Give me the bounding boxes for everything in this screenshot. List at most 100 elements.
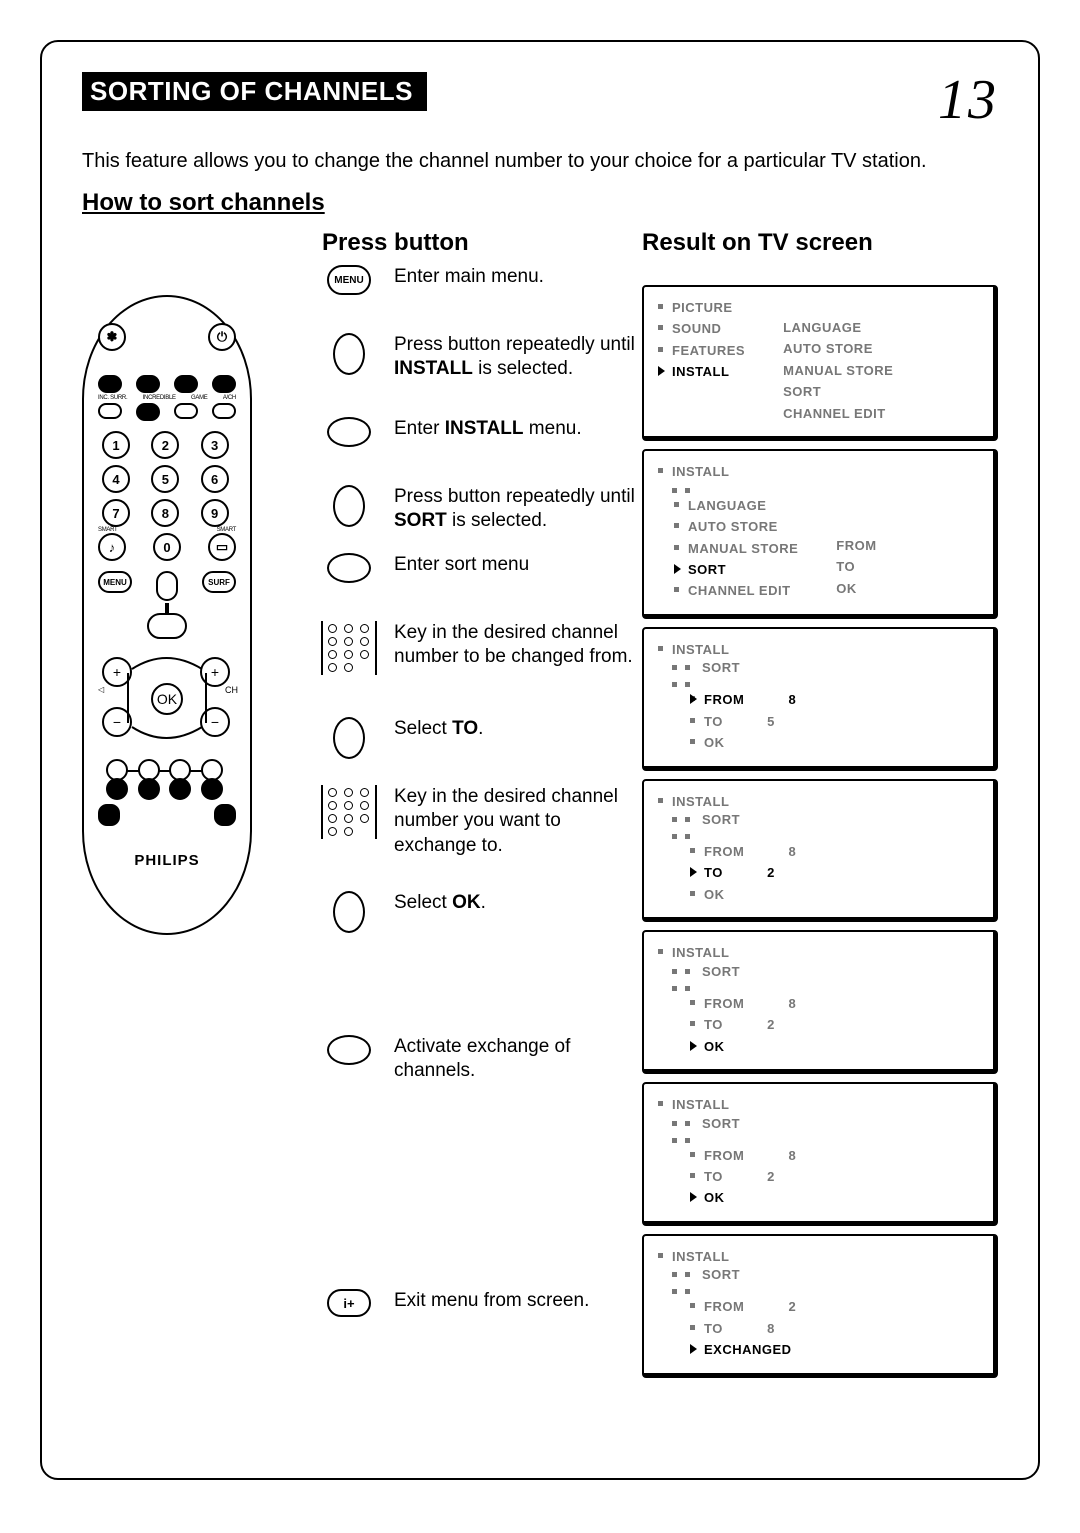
- s1-manualstore: MANUAL STORE: [769, 360, 893, 381]
- screen-sort: INSTALL SORT FROM8 TO2 OK: [642, 930, 998, 1074]
- step-11-text: Exit menu from screen.: [394, 1289, 589, 1313]
- s9a: Select: [394, 892, 452, 913]
- btn-d: [212, 375, 236, 393]
- oval-2: [136, 403, 160, 421]
- down-oval-icon: [333, 333, 365, 375]
- s1-features: FEATURES: [658, 340, 745, 361]
- ss-ok: OK: [690, 1036, 979, 1057]
- menu-btn-icon: MENU: [327, 265, 371, 295]
- ss-install: INSTALL: [658, 791, 979, 812]
- menu-button: MENU: [98, 571, 132, 593]
- s3c: menu.: [524, 418, 582, 439]
- num-3: 3: [201, 431, 229, 459]
- right-oval-icon: [327, 417, 371, 447]
- screen-sort: INSTALL SORT FROM8 TO5 OK: [642, 627, 998, 771]
- brand-label: PHILIPS: [98, 852, 236, 869]
- lbl-incsurr: INC. SURR.: [98, 395, 127, 401]
- tiny-labels: INC. SURR. INCREDIBLE GAME A/CH: [98, 395, 236, 401]
- s1-language: LANGUAGE: [769, 317, 893, 338]
- s2a: Press button repeatedly until: [394, 334, 635, 355]
- right-oval-icon-2: [327, 553, 371, 583]
- ss-install: INSTALL: [658, 1094, 979, 1115]
- ss-to: TO2: [690, 1014, 979, 1035]
- step-10: Activate exchange of channels.: [322, 1035, 642, 1089]
- cross-lines: [126, 653, 208, 743]
- c2: [138, 778, 160, 800]
- power-button: ⏻: [208, 323, 236, 351]
- mid-oval: [156, 571, 178, 601]
- num-9: 9: [201, 499, 229, 527]
- page-title: SORTING OF CHANNELS: [82, 72, 427, 111]
- oval-3: [174, 403, 198, 419]
- lbl-ach: A/CH: [223, 395, 236, 401]
- step-4-text: Press button repeatedly until SORT is se…: [394, 485, 642, 534]
- surf-button: SURF: [202, 571, 236, 593]
- step-3-text: Enter INSTALL menu.: [394, 417, 582, 441]
- num-6: 6: [201, 465, 229, 493]
- lbl-game: GAME: [191, 395, 207, 401]
- step-10-text: Activate exchange of channels.: [394, 1035, 642, 1084]
- step-8: Key in the desired channel number you wa…: [322, 785, 642, 875]
- c4: [201, 778, 223, 800]
- teletext-row-2: [106, 778, 228, 800]
- number-pad: 123 456 789: [102, 431, 232, 527]
- ss-to: TO2: [690, 1166, 979, 1187]
- step-1-text: Enter main menu.: [394, 265, 544, 289]
- btn-c: [174, 375, 198, 393]
- s7c: .: [478, 718, 483, 739]
- s4a: Press button repeatedly until: [394, 486, 635, 507]
- ch-label: CH: [225, 685, 238, 695]
- s1-left: PICTURE SOUND FEATURES INSTALL: [658, 297, 745, 424]
- step-2-text: Press button repeatedly until INSTALL is…: [394, 333, 642, 382]
- ss-lines: FROM8 TO2 OK: [690, 993, 979, 1057]
- smart-sound: ♪: [98, 533, 126, 561]
- c3: [169, 778, 191, 800]
- num-8: 8: [151, 499, 179, 527]
- step-2: Press button repeatedly until INSTALL is…: [322, 333, 642, 387]
- press-button-header: Press button: [322, 229, 642, 257]
- ss-install: INSTALL: [658, 942, 979, 963]
- s2c: is selected.: [473, 358, 573, 379]
- remote-control: ✽⏻ INC. SURR.INCREDIBLEGAMEA/CH 123 456 …: [82, 295, 252, 935]
- num-1: 1: [102, 431, 130, 459]
- screen-sort: INSTALL SORT FROM8 TO2 OK: [642, 1082, 998, 1226]
- column-headers: Press button Result on TV screen: [322, 229, 998, 257]
- ss-from: FROM8: [690, 1145, 979, 1166]
- num-0: 0: [153, 533, 181, 561]
- ss-exchanged: EXCHANGED: [690, 1339, 979, 1360]
- s2-chedit: CHANNEL EDIT: [674, 580, 798, 601]
- step-5: Enter sort menu: [322, 553, 642, 607]
- screen-sort: INSTALL SORT FROM8 TO2 OK: [642, 779, 998, 923]
- how-to-heading: How to sort channels: [82, 189, 998, 217]
- s2-from: FROM: [822, 535, 876, 556]
- ss-install: INSTALL: [658, 639, 979, 660]
- s2-sort: SORT: [674, 559, 798, 580]
- s2-install: INSTALL: [658, 461, 979, 482]
- screens-column: PICTURE SOUND FEATURES INSTALL LANGUAGE …: [642, 265, 998, 1386]
- s2-autostore: AUTO STORE: [674, 516, 798, 537]
- s4b: SORT: [394, 510, 447, 531]
- ss-to: TO8: [690, 1318, 979, 1339]
- s2-vals: FROM TO OK: [822, 535, 876, 602]
- lbl-incredible: INCREDIBLE: [143, 395, 176, 401]
- down-oval-icon-2: [333, 485, 365, 527]
- s1-sound: SOUND: [658, 318, 745, 339]
- content-grid: ✽⏻ INC. SURR.INCREDIBLEGAMEA/CH 123 456 …: [82, 265, 998, 1386]
- right-oval-icon-3: [327, 1035, 371, 1065]
- ss-from: FROM8: [690, 993, 979, 1014]
- down-oval-icon-4: [333, 891, 365, 933]
- steps-column: MENU Enter main menu. Press button repea…: [322, 265, 642, 1357]
- ss-from: FROM8: [690, 689, 979, 710]
- step-9-text: Select OK.: [394, 891, 486, 915]
- vol-icon: ◁: [98, 685, 104, 694]
- s1-sort: SORT: [769, 381, 893, 402]
- keypad-icon: [321, 621, 377, 675]
- s1-install: INSTALL: [658, 361, 745, 382]
- av-button: [98, 375, 122, 393]
- ss-install: INSTALL: [658, 1246, 979, 1267]
- page-frame: SORTING OF CHANNELS 13 This feature allo…: [40, 40, 1040, 1480]
- c1: [106, 778, 128, 800]
- smart-pic: ▭: [208, 533, 236, 561]
- s1-picture: PICTURE: [658, 297, 745, 318]
- num-5: 5: [151, 465, 179, 493]
